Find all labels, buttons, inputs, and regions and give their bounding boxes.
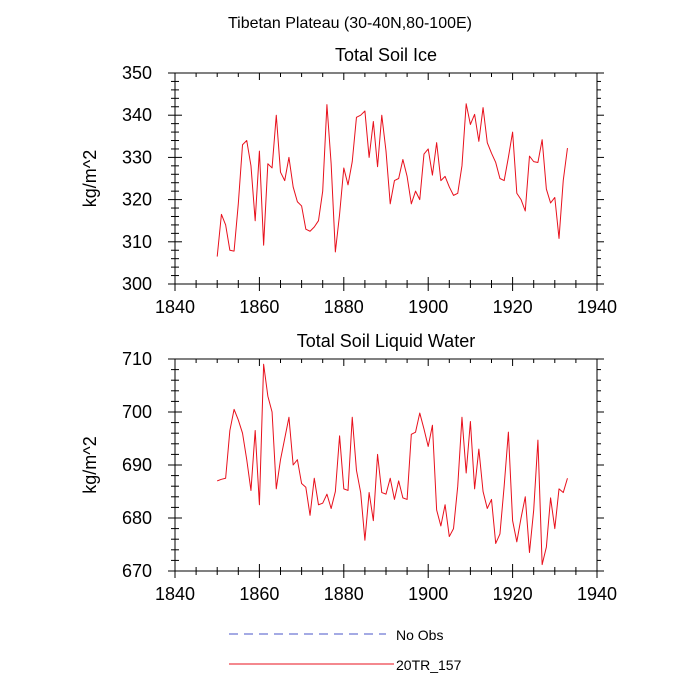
series-line-20tr-157 (217, 363, 568, 566)
x-tick-label: 1880 (324, 584, 364, 604)
y-tick-label: 350 (122, 63, 152, 83)
y-axis-label: kg/m^2 (80, 150, 100, 207)
x-tick-label: 1940 (577, 297, 617, 317)
x-tick-label: 1860 (239, 297, 279, 317)
y-tick-label: 310 (122, 232, 152, 252)
x-tick-label: 1840 (155, 297, 195, 317)
panel-title: Total Soil Ice (335, 45, 437, 65)
y-tick-label: 300 (122, 274, 152, 294)
figure-title: Tibetan Plateau (30-40N,80-100E) (228, 15, 472, 32)
legend-20tr-157-label: 20TR_157 (396, 657, 462, 673)
x-tick-label: 1920 (493, 297, 533, 317)
y-tick-label: 710 (122, 349, 152, 369)
y-tick-label: 340 (122, 105, 152, 125)
x-tick-label: 1880 (324, 297, 364, 317)
y-tick-label: 320 (122, 190, 152, 210)
x-tick-label: 1940 (577, 584, 617, 604)
y-axis-label: kg/m^2 (80, 436, 100, 493)
legend: No Obs 20TR_157 (229, 627, 462, 673)
y-tick-label: 330 (122, 147, 152, 167)
x-tick-label: 1860 (239, 584, 279, 604)
x-tick-label: 1900 (408, 297, 448, 317)
series-line-20tr-157 (216, 103, 568, 257)
legend-no-obs-label: No Obs (396, 627, 443, 643)
y-tick-label: 700 (122, 402, 152, 422)
x-tick-label: 1900 (408, 584, 448, 604)
x-tick-label: 1920 (493, 584, 533, 604)
panels: Total Soil Ice kg/m^2 1840 1860 1880 1900 1920… (80, 45, 617, 604)
panel-title: Total Soil Liquid Water (297, 331, 475, 351)
x-tick-label: 1840 (155, 584, 195, 604)
panel-1: Total Soil Ice kg/m^2 1840 1860 1880 1900 1920… (80, 45, 617, 317)
y-tick-label: 680 (122, 508, 152, 528)
plot-frame (174, 358, 598, 572)
y-tick-label: 690 (122, 455, 152, 475)
plot-frame (174, 72, 598, 285)
panel-2: Total Soil Liquid Water kg/m^2 1840 1860 188… (80, 331, 617, 604)
y-tick-label: 670 (122, 561, 152, 581)
